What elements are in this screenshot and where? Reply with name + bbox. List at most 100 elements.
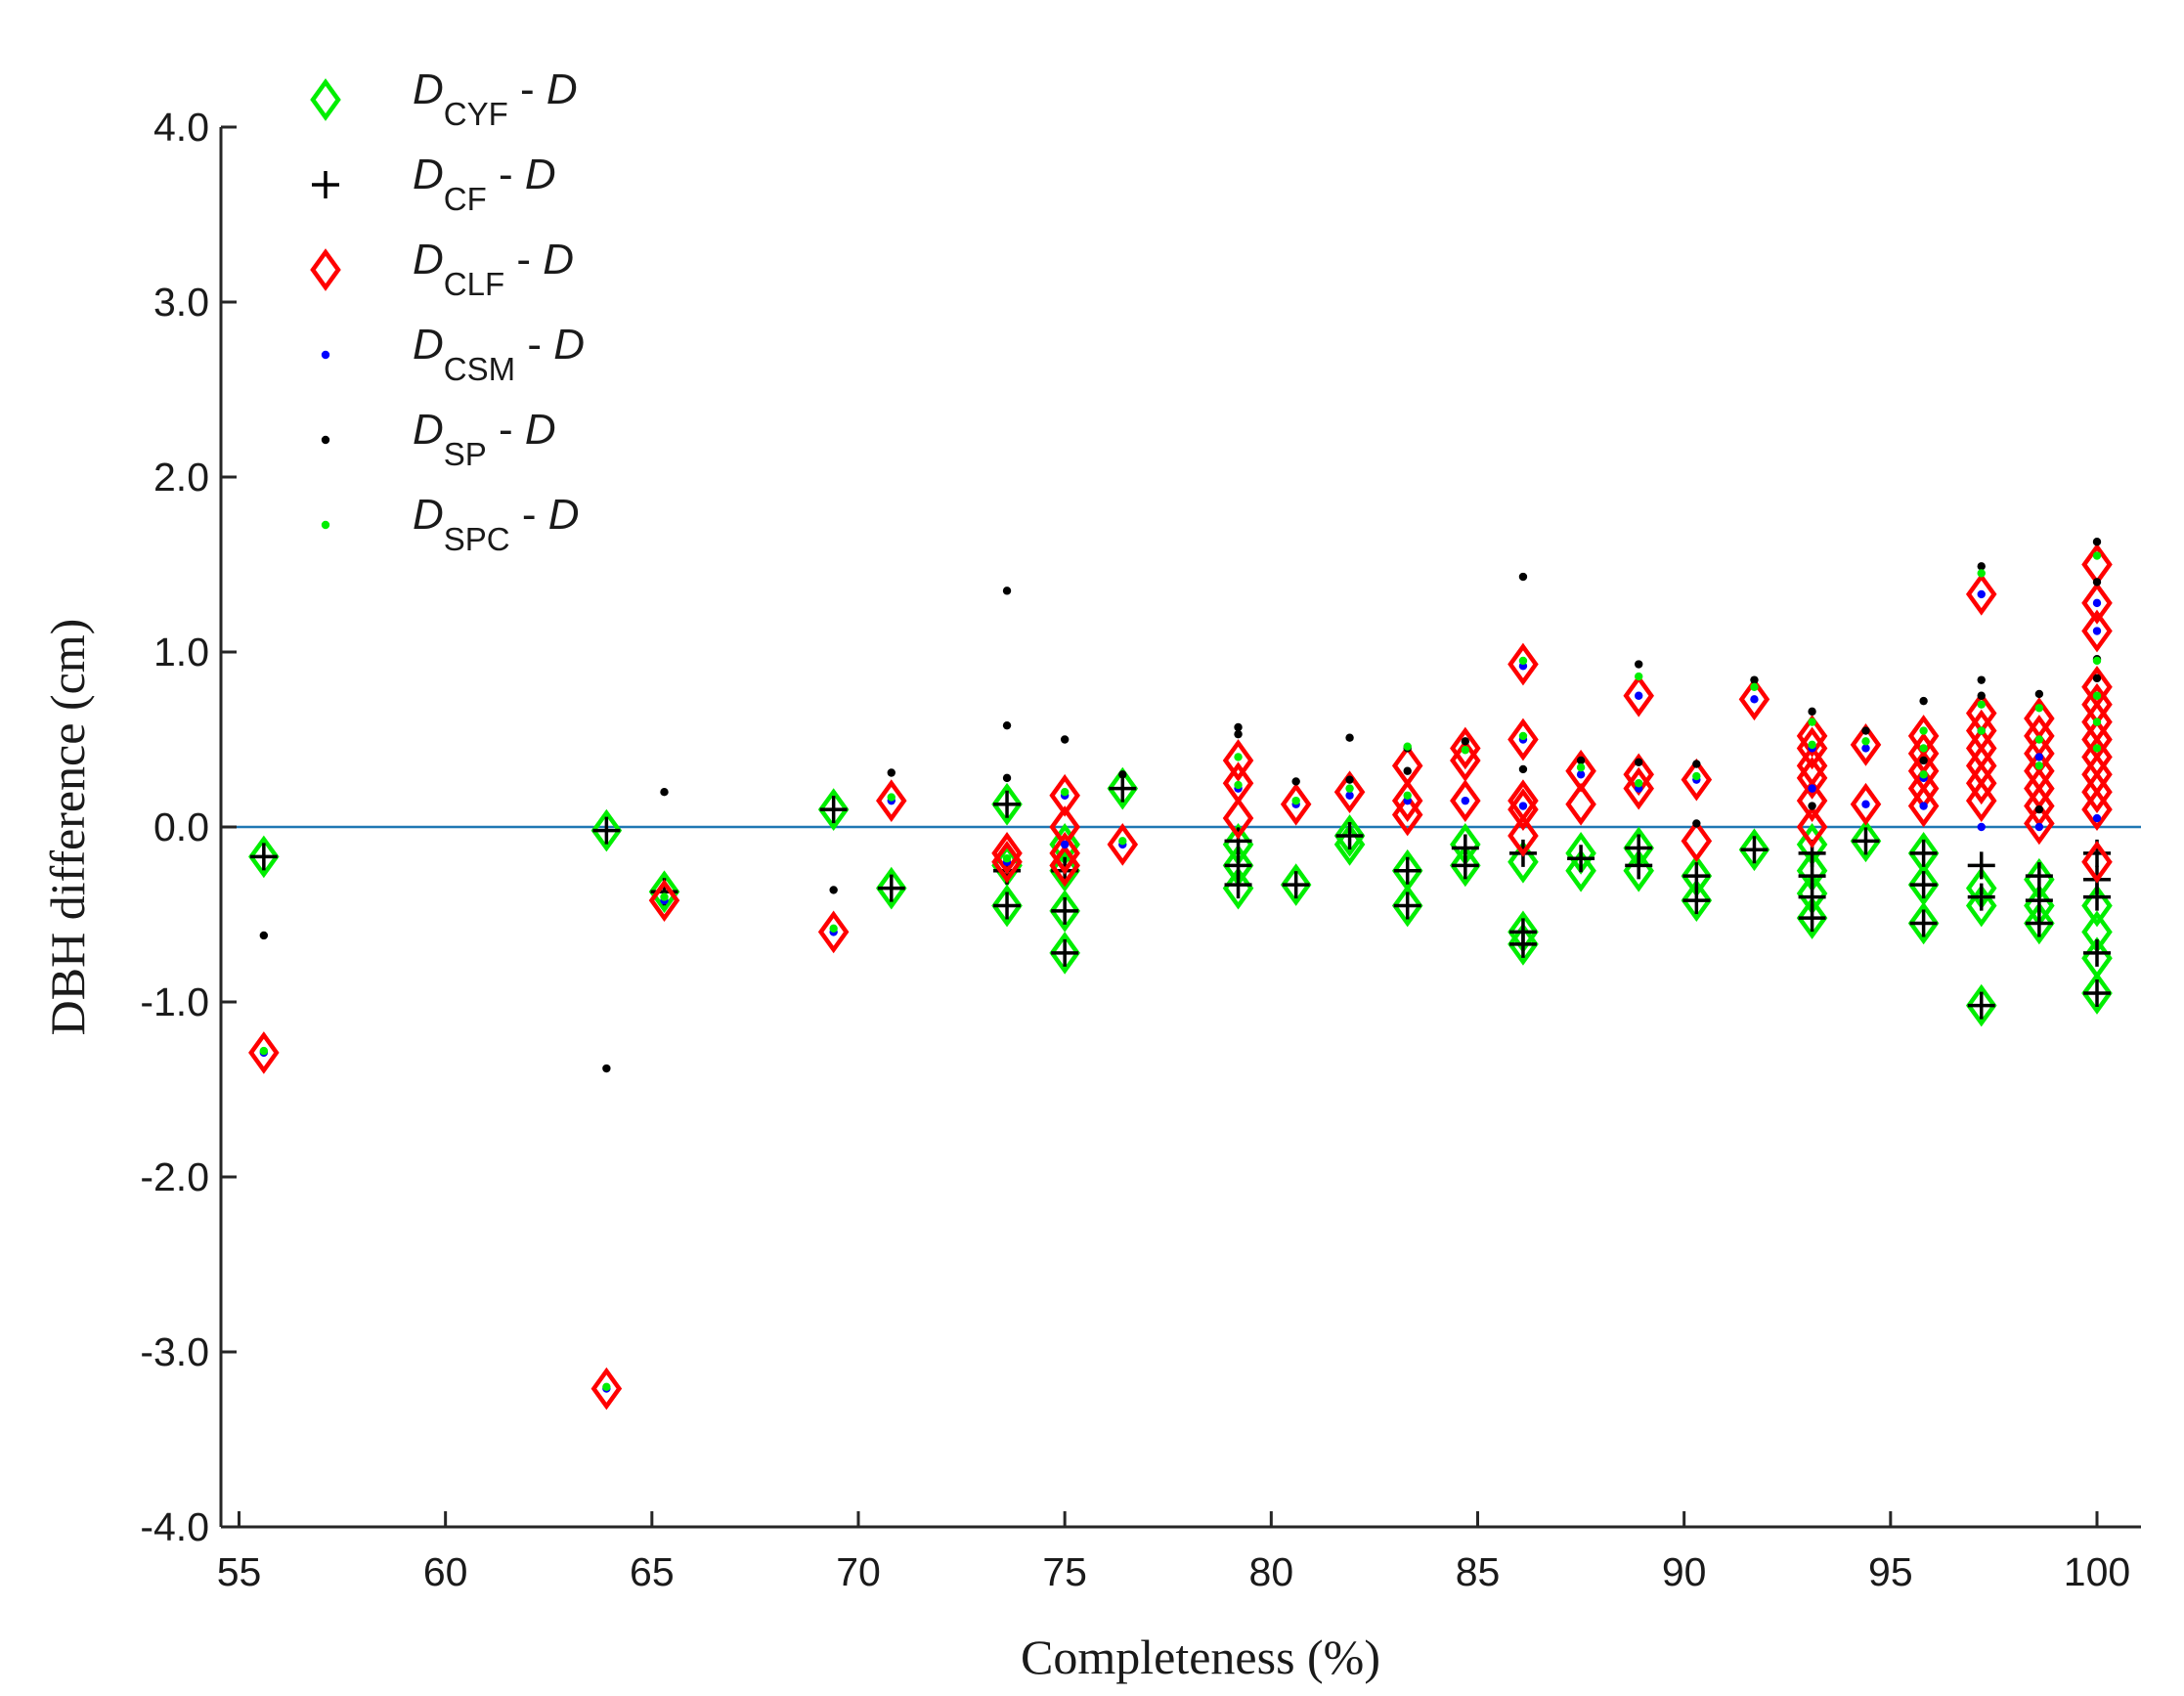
x-tick-label: 75 (1042, 1549, 1087, 1594)
data-point-sp (660, 788, 669, 797)
data-point-sp (1118, 770, 1127, 779)
data-point-spc (1635, 779, 1643, 788)
data-point-sp (1635, 758, 1643, 766)
data-point-spc (1692, 771, 1701, 781)
data-point-csm (1345, 791, 1354, 800)
legend-label-sp: DSP - D (413, 406, 556, 472)
data-point-csm (1977, 822, 1986, 832)
data-point-clf (1681, 758, 1713, 802)
data-point-csm (2034, 753, 2044, 761)
data-point-cyf (1450, 844, 1481, 888)
data-point-spc (2092, 551, 2102, 560)
data-point-clf (991, 832, 1023, 875)
data-point-cf (1909, 909, 1938, 937)
data-point-cf (1909, 839, 1938, 867)
data-point-sp (602, 1064, 611, 1073)
data-point-spc (1461, 746, 1470, 755)
data-point-clf (1507, 718, 1539, 761)
data-point-cf (1224, 827, 1252, 855)
data-point-cyf (1333, 814, 1366, 857)
data-point-spc (1919, 744, 1928, 753)
y-tick-label: -1.0 (140, 979, 209, 1024)
data-point-cf (1967, 991, 1995, 1020)
data-point-cf (1909, 871, 1938, 899)
data-point-sp (1977, 675, 1986, 684)
data-point-csm (2092, 598, 2102, 608)
data-point-csm (1461, 796, 1470, 805)
data-point-cyf (817, 788, 850, 831)
data-point-clf (1623, 674, 1654, 718)
data-point-clf (2081, 609, 2113, 653)
series-spc (259, 551, 2102, 1392)
data-point-spc (1576, 762, 1586, 772)
data-point-cf (1567, 845, 1595, 873)
data-point-csm (1750, 695, 1759, 704)
data-point-sp (1919, 696, 1928, 706)
data-point-spc (2034, 704, 2044, 713)
data-point-sp (1345, 733, 1354, 742)
data-point-clf (1796, 779, 1828, 822)
data-point-clf (248, 1031, 280, 1074)
data-point-clf (1049, 844, 1080, 888)
data-point-sp (1002, 587, 1012, 595)
data-point-csm (1861, 744, 1870, 753)
data-point-cyf (1049, 848, 1080, 892)
data-point-clf (1450, 739, 1481, 782)
x-tick-label: 60 (423, 1549, 468, 1594)
data-point-clf (1280, 782, 1312, 826)
data-point-clf (590, 1367, 623, 1411)
data-point-cyf (2081, 884, 2113, 928)
data-point-cf (1740, 836, 1769, 864)
data-point-csm (1576, 770, 1586, 779)
data-point-sp (1291, 777, 1300, 786)
data-point-sp (2092, 538, 2102, 546)
legend-item-csm: DCSM - D (321, 321, 585, 387)
data-point-clf (648, 879, 680, 923)
data-point-cf (1051, 938, 1079, 967)
x-tick-label: 100 (2064, 1549, 2130, 1594)
data-point-cf (819, 796, 848, 824)
data-point-cf (1852, 827, 1880, 855)
data-point-clf (1623, 766, 1654, 810)
data-point-spc (1919, 726, 1928, 735)
data-point-cf (1109, 774, 1137, 803)
data-point-cyf (2081, 972, 2113, 1015)
data-point-clf (1507, 788, 1539, 831)
legend-label-cf: DCF - D (413, 151, 556, 217)
data-point-spc (1861, 737, 1870, 746)
data-point-cyf (1965, 884, 1997, 928)
data-point-spc (259, 1046, 269, 1056)
data-point-cf (2025, 887, 2053, 915)
data-point-cf (592, 816, 621, 845)
data-point-cyf (1107, 766, 1139, 810)
x-tick-label: 85 (1456, 1549, 1501, 1594)
data-point-spc (1635, 672, 1643, 681)
y-tick-label: 1.0 (153, 630, 209, 674)
data-point-cf (877, 874, 905, 902)
data-point-clf (2081, 770, 2113, 814)
data-point-cf (993, 891, 1022, 920)
data-point-spc (660, 892, 669, 901)
data-point-cf (2025, 862, 2053, 891)
y-tick-label: 2.0 (153, 455, 209, 500)
data-point-cyf (1049, 890, 1080, 933)
data-point-cf (1508, 930, 1537, 958)
data-point-spc (1345, 784, 1354, 793)
data-point-csm (1518, 802, 1528, 810)
data-point-sp (2092, 578, 2102, 587)
data-point-sp (1518, 572, 1528, 582)
data-point-clf (1333, 770, 1366, 814)
data-point-spc (829, 924, 838, 934)
data-point-cyf (1681, 879, 1713, 923)
data-point-clf (2081, 788, 2113, 831)
data-point-clf (991, 840, 1023, 884)
data-point-sp (1234, 729, 1243, 739)
data-point-csm (2034, 822, 2044, 832)
x-tick-label: 65 (630, 1549, 675, 1594)
data-point-spc (1518, 731, 1528, 741)
data-point-cyf (991, 884, 1023, 928)
data-point-sp (1060, 735, 1070, 744)
legend-marker-spc (321, 520, 330, 530)
data-point-sp (1692, 819, 1701, 828)
legend-label-clf: DCLF - D (413, 236, 574, 302)
